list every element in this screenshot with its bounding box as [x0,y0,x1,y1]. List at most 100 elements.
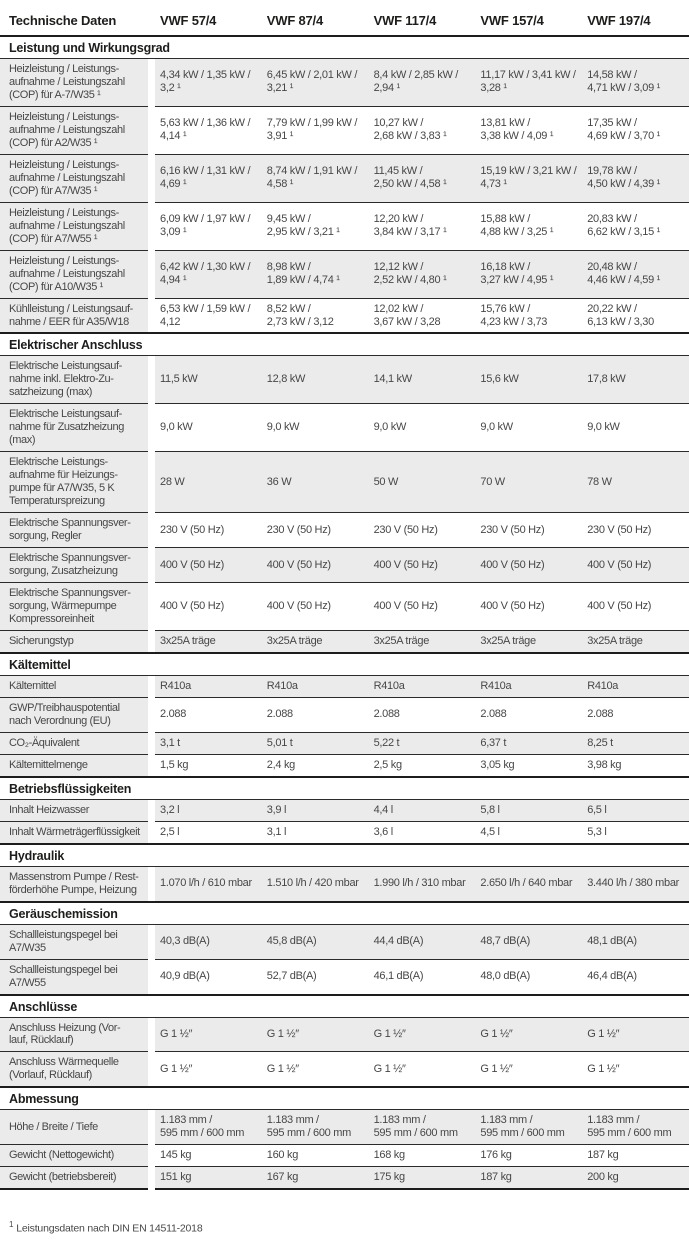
row-value: 5,01 t [266,736,293,749]
row-value: 11,45 kW / 2,50 kW / 4,58 ¹ [373,165,447,191]
row-value: 11,5 kW [160,373,198,386]
row-value: 230 V (50 Hz) [373,523,438,536]
table-header-row: Technische Daten VWF 57/4 VWF 87/4 VWF 1… [0,6,689,35]
row-values: 3,1 t 5,01 t 5,22 t 6,37 t 8,25 t [155,732,689,755]
row-value: 8,4 kW / 2,85 kW / 2,94 ¹ [373,69,459,95]
row-value: 1,5 kg [160,758,189,771]
section-title: Hydraulik [0,842,689,867]
row-value: 5,22 t [373,736,400,749]
row-value: G 1 ½″ [587,1062,620,1075]
spec-table: Leistung und Wirkungsgrad Heizleistung / … [0,35,689,1191]
table-section: Kältemittel Kältemittel R410a R410a R410a R41… [0,651,689,776]
row-value: 70 W [480,475,505,488]
row-value: 400 V (50 Hz) [266,600,331,612]
row-value: 3x25A träge [480,634,536,647]
section-title: Kältemittel [0,651,689,676]
table-row: Elektrische Spannungsver- sorgung, Wärme… [0,583,689,631]
row-value: 175 kg [373,1171,406,1184]
row-value: 17,35 kW / 4,69 kW / 3,70 ¹ [587,117,661,143]
row-value: R410a [266,679,298,692]
row-value: 1.070 l/h / 610 mbar [160,877,252,890]
row-value: 8,74 kW / 1,91 kW / 4,58 ¹ [266,165,358,191]
row-value: 20,22 kW / 6,13 kW / 3,30 [587,302,654,328]
row-label: Kühlleistung / Leistungsauf- nahme / EER… [0,298,148,333]
table-section: Leistung und Wirkungsgrad Heizleistung / … [0,35,689,333]
table-row: Schallleistungspegel bei A7/W55 40,9 dB(A… [0,959,689,994]
row-label: Sicherungstyp [0,630,148,652]
row-value: 6,09 kW / 1,97 kW / 3,09 ¹ [160,213,251,239]
row-value: G 1 ½″ [480,1062,513,1075]
table-row: Heizleistung / Leistungs- aufnahme / Lei… [0,106,689,155]
row-value: 5,8 l [480,803,500,816]
row-value: 3.440 l/h / 380 mbar [587,877,680,890]
row-value: 2.088 [587,708,614,721]
row-values: 11,5 kW 12,8 kW 14,1 kW 15,6 kW 17,8 kW [155,356,689,405]
row-value: 20,83 kW / 6,62 kW / 3,15 ¹ [587,213,661,239]
row-value: 50 W [373,475,399,488]
row-value: 9,0 kW [266,421,300,434]
table-row: Inhalt Wärmeträgerflüssigkeit 2,5 l 3,1 l 3… [0,821,689,843]
row-value: 2.088 [160,708,187,721]
row-value: 400 V (50 Hz) [266,558,331,571]
table-row: Gewicht (betriebsbereit) 151 kg 167 kg 175 … [0,1167,689,1191]
row-value: 15,76 kW / 4,23 kW / 3,73 [480,302,548,328]
table-row: Elektrische Leistungsauf- nahme inkl. El… [0,356,689,405]
row-values: 400 V (50 Hz) 400 V (50 Hz) 400 V (50 Hz) 4… [155,548,689,584]
table-section: Hydraulik Massenstrom Pumpe / Rest- förde… [0,842,689,901]
row-label: GWP/Treibhauspotential nach Verordnung (… [0,697,148,733]
row-label: Gewicht (betriebsbereit) [0,1167,148,1191]
table-row: Elektrische Spannungsver- sorgung, Zusat… [0,548,689,584]
table-row: Heizleistung / Leistungs- aufnahme / Lei… [0,250,689,299]
row-label: Massenstrom Pumpe / Rest- förderhöhe Pum… [0,866,148,901]
row-value: 13,81 kW / 3,38 kW / 4,09 ¹ [480,117,554,143]
row-value: 46,4 dB(A) [587,970,637,983]
table-row: Elektrische Leistungsauf- nahme für Zusa… [0,404,689,453]
row-values: 1.070 l/h / 610 mbar 1.510 l/h / 420 mbar… [155,866,689,901]
table-row: Elektrische Leistungs- aufnahme für Heiz… [0,452,689,514]
row-value: 4,4 l [373,803,394,816]
row-value: 15,19 kW / 3,21 kW / 4,73 ¹ [480,165,577,191]
row-value: 230 V (50 Hz) [587,523,652,536]
row-value: 12,8 kW [266,373,306,386]
row-values: 145 kg 160 kg 168 kg 176 kg 187 kg [155,1145,689,1168]
row-value: 3,6 l [373,825,394,838]
row-value: 14,58 kW / 4,71 kW / 3,09 ¹ [587,69,661,95]
row-value: 400 V (50 Hz) [160,558,224,571]
row-value: 48,7 dB(A) [480,935,530,948]
row-value: G 1 ½″ [266,1062,299,1075]
row-label: Kältemittel [0,675,148,698]
row-values: 4,34 kW / 1,35 kW / 3,2 ¹ 6,45 kW / 2,01 … [155,59,689,107]
row-value: 36 W [266,475,292,488]
table-row: Anschluss Wärmequelle (Vorlauf, Rücklauf… [0,1052,689,1087]
row-value: 6,5 l [587,803,607,816]
row-label: Elektrische Spannungsver- sorgung, Zusat… [0,548,148,584]
row-value: 1.510 l/h / 420 mbar [266,877,359,890]
table-row: Kältemittelmenge 1,5 kg 2,4 kg 2,5 kg 3,05 k… [0,754,689,776]
row-value: 2.088 [266,708,293,721]
row-value: 3x25A träge [373,634,430,647]
table-row: Heizleistung / Leistungs- aufnahme / Lei… [0,154,689,203]
row-label: Anschluss Wärmequelle (Vorlauf, Rücklauf… [0,1052,148,1087]
row-value: 187 kg [587,1149,619,1162]
row-value: 6,45 kW / 2,01 kW / 3,21 ¹ [266,69,358,95]
row-value: 40,3 dB(A) [160,935,210,948]
row-label: CO₂-Äquivalent [0,732,148,755]
row-value: 40,9 dB(A) [160,970,210,983]
row-label: Inhalt Wärmeträgerflüssigkeit [0,821,148,843]
row-values: 6,42 kW / 1,30 kW / 4,94 ¹ 8,98 kW / 1,89… [155,250,689,299]
row-values: 2,5 l 3,1 l 3,6 l 4,5 l 5,3 l [155,822,689,843]
row-value: 5,3 l [587,825,607,838]
row-values: 5,63 kW / 1,36 kW / 4,14 ¹ 7,79 kW / 1,99… [155,107,689,155]
row-value: G 1 ½″ [266,1027,299,1040]
row-value: 5,63 kW / 1,36 kW / 4,14 ¹ [160,117,251,143]
row-values: 40,3 dB(A) 45,8 dB(A) 44,4 dB(A) 48,7 dB(A)… [155,924,689,960]
row-value: 9,45 kW / 2,95 kW / 3,21 ¹ [266,213,340,239]
section-title: Geräuschemission [0,900,689,925]
footnote: 1 Leistungsdaten nach DIN EN 14511-2018 [9,1220,689,1235]
row-value: 3x25A träge [266,634,323,647]
row-value: 12,20 kW / 3,84 kW / 3,17 ¹ [373,213,447,239]
row-value: 45,8 dB(A) [266,935,317,948]
row-value: 6,16 kW / 1,31 kW / 4,69 ¹ [160,165,251,191]
row-value: R410a [373,679,405,692]
